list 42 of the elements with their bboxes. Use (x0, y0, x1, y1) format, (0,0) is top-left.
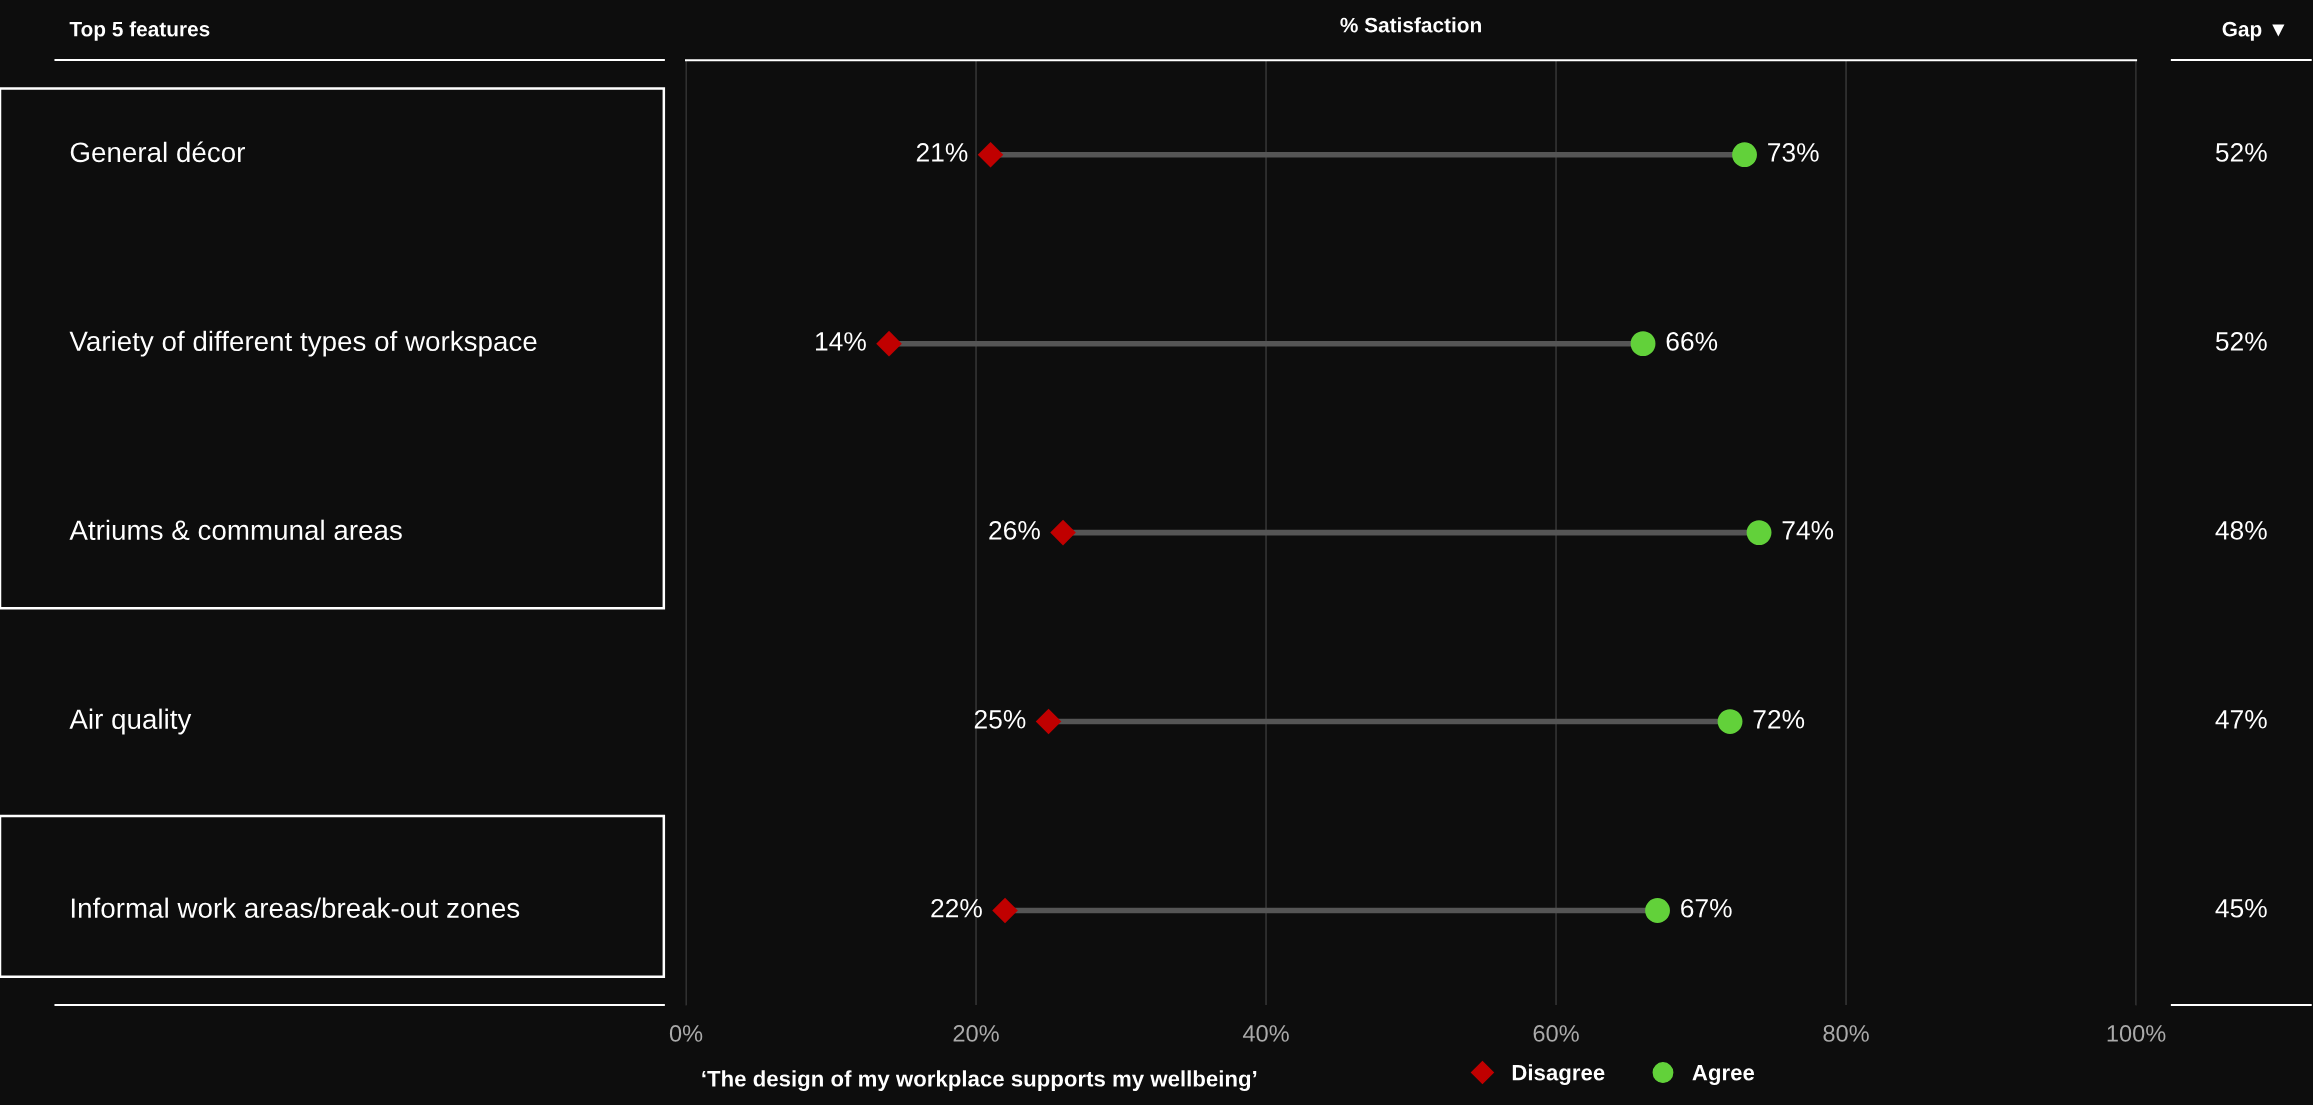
data-label: 67% (1681, 898, 1732, 918)
point (1732, 142, 1757, 168)
point (1035, 708, 1062, 735)
y-tick-label: Atriums & communal areas (69, 519, 402, 541)
data-label: 14% (816, 332, 866, 351)
y-tick-label: Variety of different types of workspace (69, 330, 537, 357)
text: 48% (2215, 521, 2267, 540)
chart-title: % Satisfaction (1340, 17, 1481, 33)
x-tick-label: 0% (669, 1025, 703, 1042)
text: 52% (2215, 143, 2267, 162)
point (876, 330, 902, 357)
x-tick-label: 60% (1533, 1025, 1579, 1042)
x-tick-label: 40% (1242, 1025, 1289, 1042)
y-tick-label: General décor (70, 141, 245, 163)
point (1717, 709, 1743, 734)
data-label: 25% (974, 709, 1026, 729)
point (992, 897, 1018, 924)
point (1645, 898, 1670, 923)
x-tick-label: 100% (2107, 1025, 2166, 1042)
text: Gap ▼ (2222, 21, 2285, 41)
data-label: 73% (1768, 143, 1819, 162)
point (1630, 331, 1656, 357)
y-tick-label: Air quality (69, 708, 192, 735)
text: 47% (2215, 710, 2267, 729)
text: 52% (2215, 332, 2267, 351)
data-label: 66% (1666, 332, 1718, 351)
text: ‘The design of my workplace supports my wellbeing’ (702, 1070, 1257, 1092)
data-label: 74% (1782, 521, 1834, 540)
legend-label: Disagree (1512, 1064, 1605, 1085)
y-tick-label: Informal work areas/break-out zones (71, 897, 520, 918)
point (1746, 520, 1772, 546)
data-label: 72% (1753, 709, 1805, 729)
x-tick-label: 20% (953, 1025, 999, 1042)
x-tick-label: 80% (1823, 1025, 1869, 1042)
data-label: 22% (931, 898, 982, 918)
legend-label: Agree (1692, 1065, 1755, 1085)
data-label: 21% (916, 143, 968, 162)
text: 45% (2215, 899, 2267, 918)
data-label: 26% (989, 521, 1040, 540)
point (1050, 519, 1076, 546)
text: Top 5 features (69, 21, 210, 41)
point (977, 141, 1004, 168)
